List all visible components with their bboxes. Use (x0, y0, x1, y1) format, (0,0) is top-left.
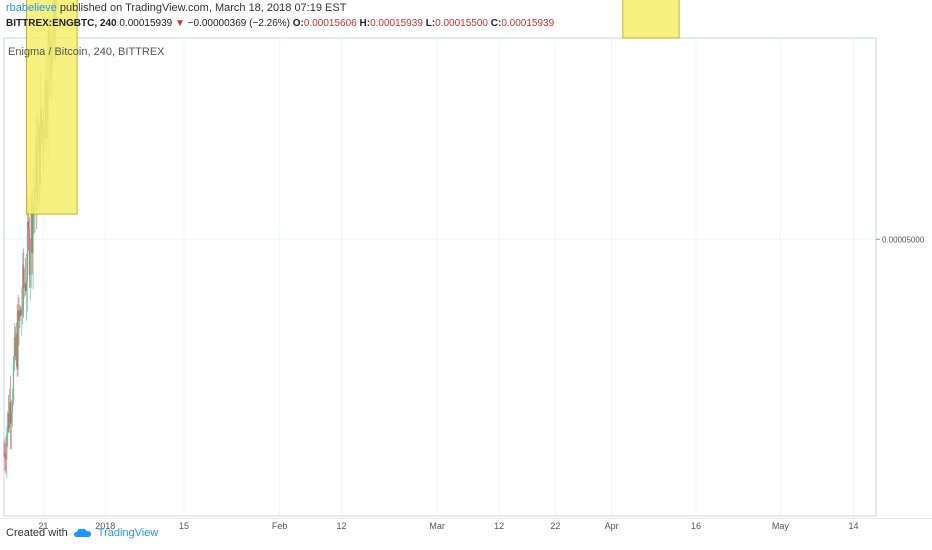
symbol-line: BITTREX:ENGBTC, 240 (6, 18, 117, 29)
candle-body (26, 221, 28, 282)
footer-divider (0, 518, 932, 519)
highlight-box-start (26, 0, 78, 215)
close-value: 0.00015939 (501, 18, 555, 29)
candle-body (21, 309, 23, 315)
created-with-text: Created with (6, 527, 68, 539)
candle-body (23, 264, 25, 289)
high-value: 0.00015939 (370, 18, 423, 29)
x-tick-label: Mar (429, 521, 445, 531)
x-axis: 21 2018 15 Feb 12 Mar 12 22 Apr 16 May 14 (38, 521, 858, 531)
x-tick-label: Feb (272, 521, 288, 531)
candle-body (19, 309, 21, 321)
x-tick-label: May (772, 521, 790, 531)
publish-line: rbabelieve published on TradingView.com,… (6, 2, 346, 14)
tradingview-cloud-icon (73, 528, 91, 537)
high-label: H: (359, 18, 371, 29)
trend-drawings (26, 0, 680, 215)
y-tick-label: 0.00005000 (882, 235, 925, 244)
candle-body (30, 204, 32, 253)
candle-body (8, 413, 10, 429)
x-tick-label: 12 (337, 521, 347, 531)
published-text: published on TradingView.com, March 18, … (59, 2, 347, 14)
candle-body (3, 453, 5, 454)
x-tick-label: 15 (179, 521, 189, 531)
open-value: 0.00015606 (303, 18, 357, 29)
candle-body (5, 458, 7, 460)
low-value: 0.00015500 (435, 18, 488, 29)
candle-body (16, 333, 18, 370)
highlight-box-wave5 (622, 0, 680, 39)
candle-body (27, 221, 29, 230)
ohlc-line: BITTREX:ENGBTC, 240 0.00015939 ▼ −0.0000… (6, 18, 554, 29)
candle-body (17, 310, 19, 370)
candle-body (18, 310, 20, 321)
candle-body (6, 434, 8, 460)
chart-title: Enigma / Bitcoin, 240, BITTREX (8, 46, 165, 58)
tradingview-link[interactable]: TradingView (97, 527, 159, 539)
x-tick-label: 21 (38, 521, 48, 531)
close-label: C: (490, 18, 502, 29)
candle-body (25, 283, 27, 292)
candle-body (4, 453, 6, 459)
low-label: L: (425, 18, 436, 29)
candle-body (31, 204, 33, 253)
x-tick-label: Apr (605, 521, 619, 531)
candle-body (13, 337, 15, 365)
open-label: O: (292, 18, 304, 29)
x-tick-label: 16 (691, 521, 701, 531)
x-tick-label: 2018 (95, 521, 115, 531)
candle-body (32, 210, 34, 253)
down-triangle-icon: ▼ (174, 18, 185, 29)
candle-body (11, 411, 13, 424)
candle-body (7, 413, 9, 435)
chart-grid (4, 38, 876, 516)
x-tick-label: 12 (494, 521, 504, 531)
candle-body (10, 402, 12, 424)
price-change: −0.00000369 (−2.26%) (187, 18, 290, 29)
candle-body (28, 229, 30, 276)
y-axis: 0.000050000.000100000.000150000.00020000… (876, 235, 925, 244)
candle-body (11, 400, 13, 412)
last-price: 0.00015939 (119, 18, 173, 29)
x-tick-label: 14 (848, 521, 858, 531)
chart-plot-border (3, 37, 877, 517)
candle-body (9, 402, 11, 429)
candle-body (12, 364, 14, 401)
candle-body (14, 337, 16, 356)
candle-body (20, 309, 22, 315)
footer: Created with TradingView (6, 527, 158, 539)
candle-body (22, 264, 24, 310)
x-tick-label: 22 (550, 521, 560, 531)
candle-body (26, 281, 28, 292)
candle-body (29, 252, 31, 276)
candle-body (24, 283, 26, 289)
author-link[interactable]: rbabelieve (6, 2, 57, 14)
candle-body (15, 333, 17, 356)
